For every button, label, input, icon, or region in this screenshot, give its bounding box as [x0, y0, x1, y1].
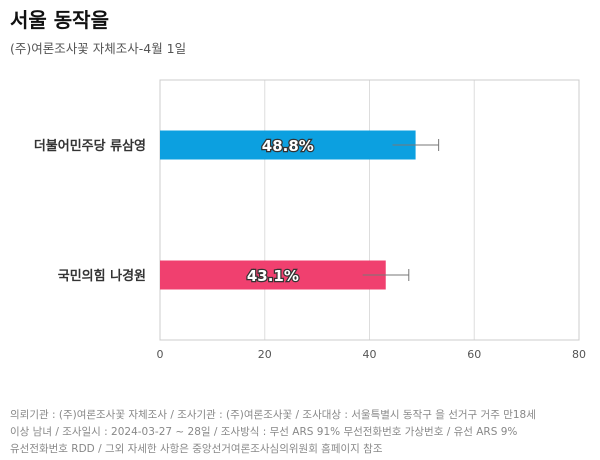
chart-title: 서울 동작을	[10, 8, 109, 32]
footnote-line-3: 유선전화번호 RDD / 그외 자세한 사항은 중앙선거여론조사심의위원회 홈페…	[10, 443, 383, 455]
x-tick-label: 20	[258, 348, 272, 361]
category-label: 더불어민주당 류삼영	[34, 138, 146, 154]
category-label: 국민의힘 나경원	[58, 268, 146, 284]
x-tick-label: 80	[572, 348, 586, 361]
data-label: 48.8%	[262, 137, 314, 155]
bar-chart: 0 20 40 60 80 더불어민주당 류삼영 48.8% 국민의힘 나경원 43.1%	[34, 79, 586, 361]
x-tick-label: 40	[363, 348, 377, 361]
data-label: 43.1%	[247, 267, 299, 285]
footnote-line-1: 의뢰기관 : (주)여론조사꽃 자체조사 / 조사기관 : (주)여론조사꽃 /…	[10, 409, 536, 421]
footnote-line-2: 이상 남녀 / 조사일시 : 2024-03-27 ~ 28일 / 조사방식 :…	[10, 426, 518, 438]
x-tick-label: 60	[467, 348, 481, 361]
plot-frame	[159, 79, 580, 341]
bar	[160, 130, 416, 160]
bar	[160, 260, 386, 290]
chart-subtitle: (주)여론조사꽃 자체조사-4월 1일	[10, 41, 187, 56]
x-tick-label: 0	[157, 348, 164, 361]
